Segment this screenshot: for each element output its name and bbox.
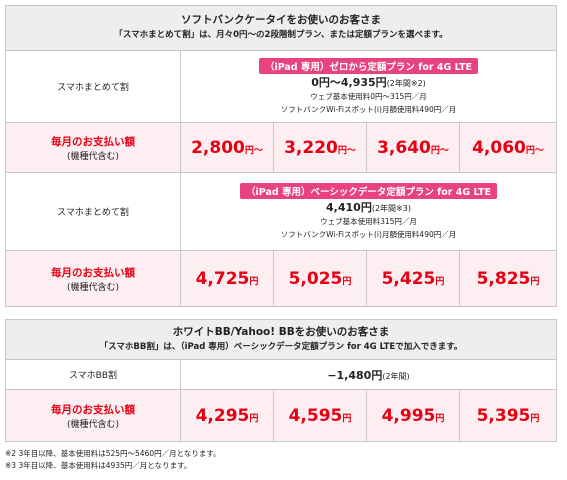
- price-cell: 4,295円: [180, 389, 274, 442]
- price-amount: 4,725: [195, 268, 250, 289]
- price-cell: 4,060円〜: [459, 122, 557, 173]
- header-cell: ホワイトBB/Yahoo! BBをお使いのお客さま「スマホBB割」は、（iPad…: [5, 319, 557, 360]
- plan-detail: ウェブ基本使用料0円〜315円／月: [310, 91, 427, 101]
- plan-price-line: 4,410円(2年間※3): [181, 199, 556, 215]
- row-label-cell: スマホまとめて割: [5, 172, 181, 251]
- price-unit: 円〜: [337, 145, 356, 156]
- content: ソフトバンクケータイをお使いのお客さま「スマホまとめて割」は、月々0円〜の2段階…: [0, 5, 567, 472]
- plan-tag-wrap: （iPad 専用）ゼロから定額プラン for 4G LTE: [181, 57, 556, 74]
- price-cell: 5,825円: [459, 250, 557, 307]
- plan-tag: （iPad 専用）ベーシックデータ定額プラン for 4G LTE: [240, 182, 497, 199]
- price-unit: 円: [249, 413, 259, 424]
- price-unit: 円〜: [525, 145, 544, 156]
- payment-row: 毎月のお支払い額 (機種代含む) 2,800円〜 3,220円〜 3,640円〜 4,06…: [5, 122, 557, 173]
- price-amount: 5,425: [381, 268, 436, 289]
- payment-row: 毎月のお支払い額 (機種代含む) 4,295円 4,595円 4,995円 5,395円: [5, 389, 557, 442]
- plan-tag: （iPad 専用）ゼロから定額プラン for 4G LTE: [258, 57, 479, 74]
- price-unit: 円〜: [430, 145, 449, 156]
- price-unit: 円〜: [244, 145, 263, 156]
- price-cell: 2,800円〜: [180, 122, 274, 173]
- row-label-cell: 毎月のお支払い額 (機種代含む): [5, 122, 181, 173]
- price-amount: 5,025: [288, 268, 343, 289]
- price-cell: 4,725円: [180, 250, 274, 307]
- plan-price: −1,480円: [327, 368, 383, 382]
- plan-price-note: (2年間※3): [371, 203, 411, 213]
- payment-row: 毎月のお支払い額 (機種代含む) 4,725円 5,025円 5,425円 5,825円: [5, 250, 557, 307]
- price-cell: 5,395円: [459, 389, 557, 442]
- row-label-cell: スマホBB割: [5, 359, 181, 390]
- price-cell: 3,640円〜: [366, 122, 460, 173]
- row-label-cell: 毎月のお支払い額 (機種代含む): [5, 389, 181, 442]
- price-cell: 5,025円: [273, 250, 367, 307]
- price-amount: 5,825: [476, 268, 531, 289]
- price-amount: 5,395: [476, 405, 531, 426]
- section-subtitle: 「スマホBB割」は、（iPad 専用）ベーシックデータ定額プラン for 4G …: [99, 341, 463, 352]
- row-sublabel: (機種代含む): [66, 282, 120, 293]
- price-amount: 3,220: [284, 137, 338, 158]
- price-cell: 4,995円: [366, 389, 460, 442]
- price-amount: 3,640: [377, 137, 431, 158]
- plan-row: スマホまとめて割 （iPad 専用）ベーシックデータ定額プラン for 4G LT…: [5, 172, 557, 251]
- plan-cell: （iPad 専用）ゼロから定額プラン for 4G LTE 0円〜4,935円(2…: [180, 50, 557, 123]
- price-unit: 円: [342, 276, 352, 287]
- row-label: スマホBB割: [68, 371, 118, 381]
- row-label-cell: 毎月のお支払い額 (機種代含む): [5, 250, 181, 307]
- row-label: 毎月のお支払い額: [51, 135, 135, 148]
- price-table: ホワイトBB/Yahoo! BBをお使いのお客さま「スマホBB割」は、（iPad…: [5, 319, 557, 442]
- price-cell: 4,595円: [273, 389, 367, 442]
- plan-tag-wrap: （iPad 専用）ベーシックデータ定額プラン for 4G LTE: [181, 182, 556, 199]
- row-label: スマホまとめて割: [57, 208, 129, 218]
- row-sublabel: (機種代含む): [66, 419, 120, 430]
- plan-detail: ウェブ基本使用料315円／月: [320, 216, 417, 226]
- plan-price-note: (2年間): [382, 371, 410, 381]
- header-cell: ソフトバンクケータイをお使いのお客さま「スマホまとめて割」は、月々0円〜の2段階…: [5, 5, 557, 51]
- row-label: スマホまとめて割: [57, 83, 129, 93]
- plan-price-note: (2年間※2): [386, 78, 426, 88]
- plan-price: 0円〜4,935円: [311, 75, 387, 89]
- price-cell: 3,220円〜: [273, 122, 367, 173]
- price-cell: 5,425円: [366, 250, 460, 307]
- header-row: ホワイトBB/Yahoo! BBをお使いのお客さま「スマホBB割」は、（iPad…: [5, 319, 557, 360]
- price-amount: 4,595: [288, 405, 343, 426]
- price-unit: 円: [530, 276, 540, 287]
- price-amount: 2,800: [191, 137, 245, 158]
- price-unit: 円: [342, 413, 352, 424]
- footnote: ※3 3年目以降、基本使用料は4935円／月となります。: [5, 461, 192, 470]
- plan-price: 4,410円: [326, 200, 372, 214]
- row-label: 毎月のお支払い額: [51, 266, 135, 279]
- plan-price-line: 0円〜4,935円(2年間※2): [181, 74, 556, 90]
- plan-row: スマホBB割 −1,480円(2年間): [5, 359, 557, 390]
- section-subtitle: 「スマホまとめて割」は、月々0円〜の2段階制プラン、または定額プランを選べます。: [114, 30, 448, 40]
- page: ソフトバンクケータイをお使いのお客さま「スマホまとめて割」は、月々0円〜の2段階…: [0, 5, 567, 480]
- footnotes: ※2 3年目以降、基本使用料は525円〜5460円／月となります。 ※3 3年目以…: [5, 448, 567, 472]
- price-amount: 4,060: [472, 137, 526, 158]
- price-amount: 4,995: [381, 405, 436, 426]
- plan-cell: （iPad 専用）ベーシックデータ定額プラン for 4G LTE 4,410円(…: [180, 172, 557, 251]
- price-table: ソフトバンクケータイをお使いのお客さま「スマホまとめて割」は、月々0円〜の2段階…: [5, 5, 557, 307]
- footnote: ※2 3年目以降、基本使用料は525円〜5460円／月となります。: [5, 449, 221, 458]
- plan-detail: ソフトバンクWi-Fiスポット(i)月額使用料490円／月: [280, 104, 457, 114]
- row-label-cell: スマホまとめて割: [5, 50, 181, 123]
- price-unit: 円: [435, 276, 445, 287]
- row-label: 毎月のお支払い額: [51, 403, 135, 416]
- price-amount: 4,295: [195, 405, 250, 426]
- plan-price-line: −1,480円(2年間): [181, 367, 556, 383]
- plan-row: スマホまとめて割 （iPad 専用）ゼロから定額プラン for 4G LTE 0円〜…: [5, 50, 557, 123]
- header-row: ソフトバンクケータイをお使いのお客さま「スマホまとめて割」は、月々0円〜の2段階…: [5, 5, 557, 51]
- price-unit: 円: [435, 413, 445, 424]
- plan-cell: −1,480円(2年間): [180, 359, 557, 390]
- price-unit: 円: [530, 413, 540, 424]
- row-sublabel: (機種代含む): [66, 151, 120, 162]
- price-unit: 円: [249, 276, 259, 287]
- section-title: ホワイトBB/Yahoo! BBをお使いのお客さま: [172, 325, 390, 338]
- plan-detail: ソフトバンクWi-Fiスポット(i)月額使用料490円／月: [280, 229, 457, 239]
- section-title: ソフトバンクケータイをお使いのお客さま: [180, 14, 382, 26]
